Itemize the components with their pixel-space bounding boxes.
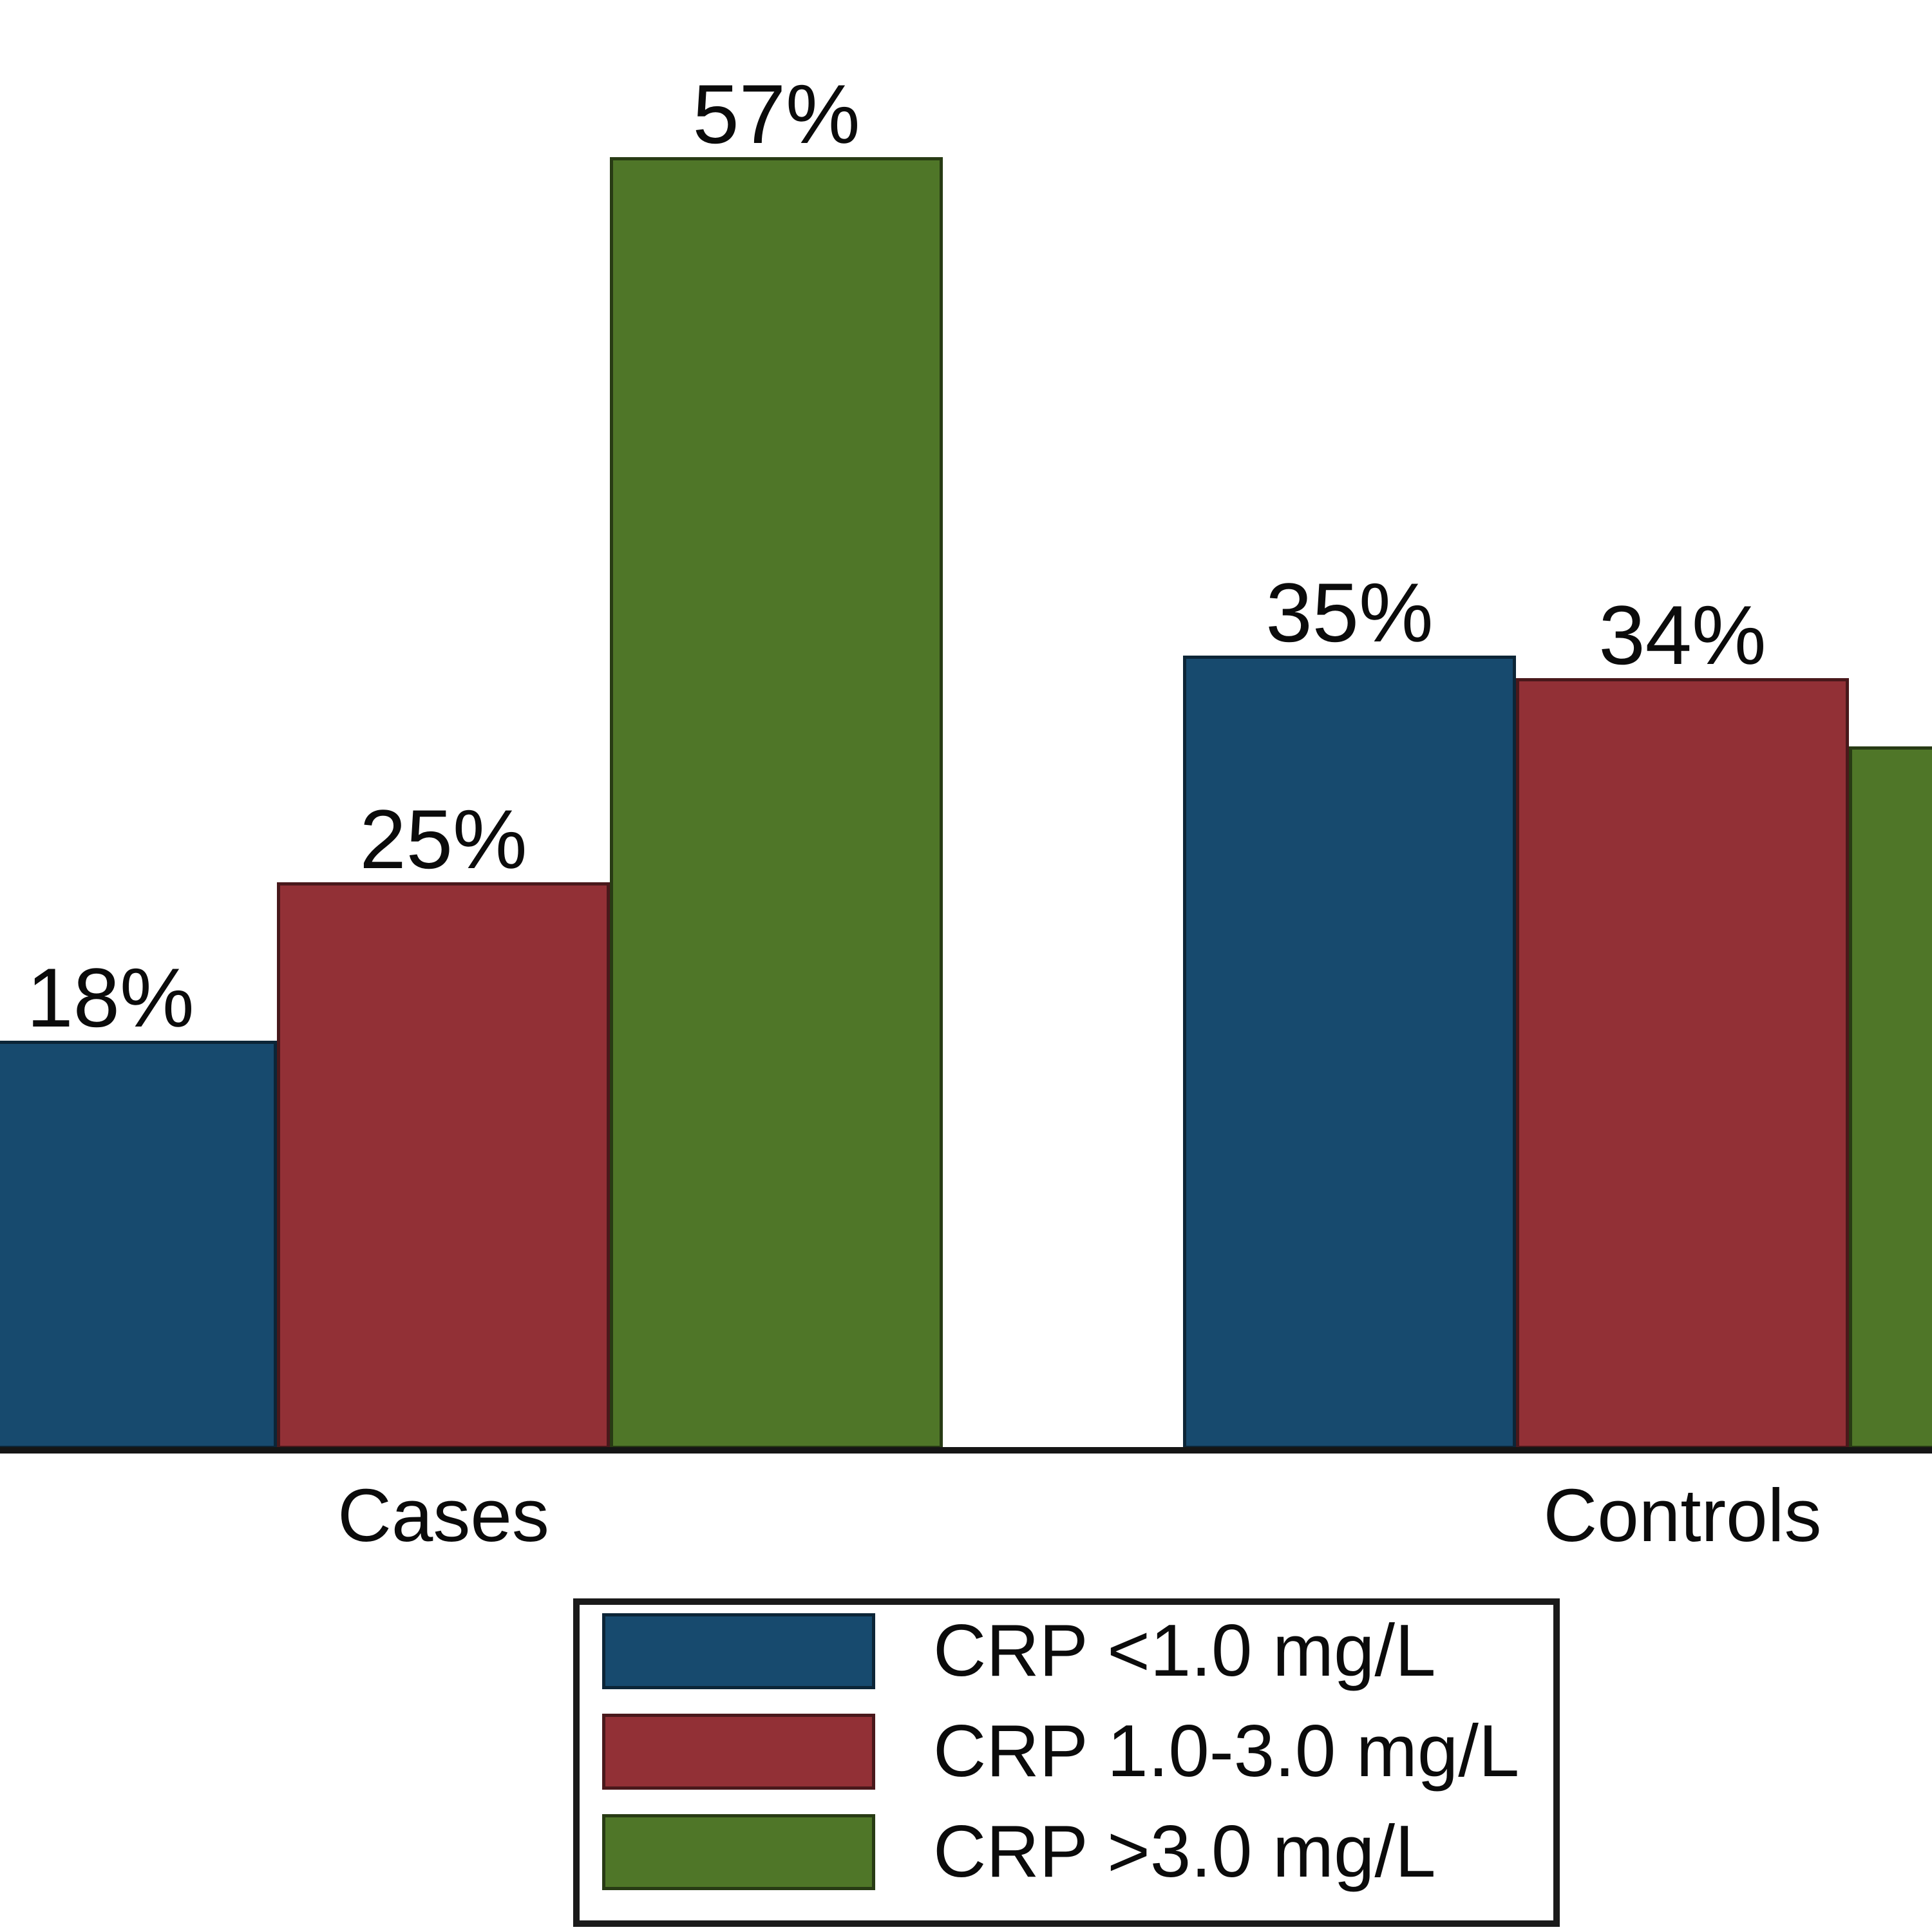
legend-swatch-crp-gt-3-0-icon <box>602 1814 875 1890</box>
legend-label-crp-gt-3-0: CRP >3.0 mg/L <box>933 1811 1436 1893</box>
legend-swatch-crp-lt-1-0-icon <box>602 1613 875 1689</box>
value-label-controls-crp-1-0-3-0: 34% <box>1598 588 1766 683</box>
legend-label-crp-1-0-3-0: CRP 1.0-3.0 mg/L <box>933 1710 1520 1792</box>
bar-cases-crp-lt-1-0 <box>0 1041 277 1449</box>
value-label-cases-crp-gt-3-0: 57% <box>692 66 860 161</box>
x-axis-line <box>0 1447 1932 1454</box>
category-label-cases: Cases <box>337 1473 549 1557</box>
legend-row-crp-1-0-3-0: CRP 1.0-3.0 mg/L <box>602 1714 1519 1790</box>
value-label-cases-crp-1-0-3-0: 25% <box>359 792 527 886</box>
legend-label-crp-lt-1-0: CRP <1.0 mg/L <box>933 1610 1436 1692</box>
value-label-controls-crp-lt-1-0: 35% <box>1265 565 1434 659</box>
bar-cases-crp-1-0-3-0 <box>277 882 610 1449</box>
legend-row-crp-gt-3-0: CRP >3.0 mg/L <box>602 1814 1435 1890</box>
category-label-controls: Controls <box>1543 1473 1822 1557</box>
bar-controls-crp-1-0-3-0 <box>1516 678 1849 1449</box>
bar-cases-crp-gt-3-0 <box>610 156 943 1449</box>
legend-box: CRP <1.0 mg/L CRP 1.0-3.0 mg/L CRP >3.0 … <box>573 1598 1560 1927</box>
bar-controls-crp-lt-1-0 <box>1183 656 1516 1449</box>
bar-controls-crp-gt-3-0 <box>1849 746 1932 1449</box>
legend-row-crp-lt-1-0: CRP <1.0 mg/L <box>602 1613 1435 1689</box>
legend-swatch-crp-1-0-3-0-icon <box>602 1714 875 1790</box>
value-label-cases-crp-lt-1-0: 18% <box>26 951 194 1045</box>
